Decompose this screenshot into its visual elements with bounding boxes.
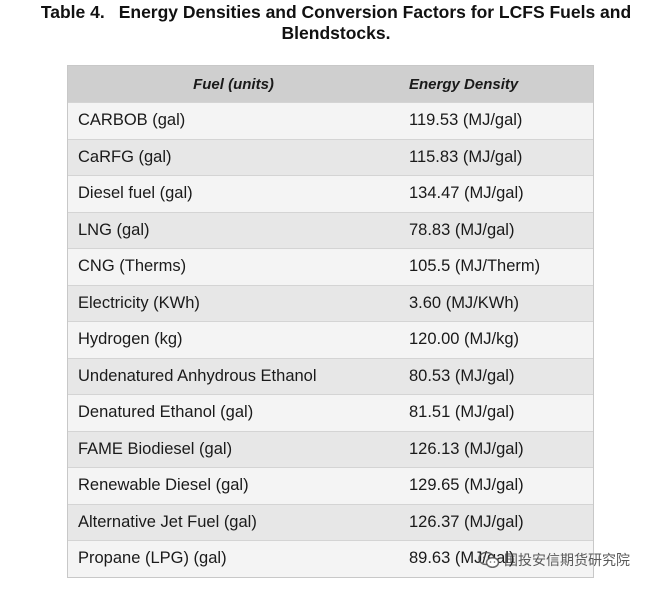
energy-density-cell: 105.5 (MJ/Therm) [409,257,541,276]
table-row: Hydrogen (kg) 120.00 (MJ/kg) [68,321,593,358]
energy-density-cell: 119.53 (MJ/gal) [409,111,523,130]
table-row: Denatured Ethanol (gal) 81.51 (MJ/gal) [68,394,593,431]
header-fuel-units: Fuel (units) [193,75,274,93]
caption-number: Table 4. [40,2,105,22]
table-row: Electricity (KWh) 3.60 (MJ/KWh) [68,284,593,321]
energy-density-cell: 80.53 (MJ/gal) [409,366,515,385]
fuel-cell: Undenatured Anhydrous Ethanol [78,366,317,385]
table-row: CARBOB (gal) 119.53 (MJ/gal) [68,102,593,139]
caption-title-line-2: Blendstocks. [281,23,391,43]
energy-density-cell: 126.37 (MJ/gal) [409,512,524,531]
energy-density-cell: 134.47 (MJ/gal) [409,184,524,203]
energy-density-cell: 78.83 (MJ/gal) [409,220,515,239]
table-header-row: Fuel (units) Energy Density [68,66,593,102]
fuel-cell: Alternative Jet Fuel (gal) [78,512,257,531]
table-row: LNG (gal) 78.83 (MJ/gal) [68,211,593,248]
table-row: Undenatured Anhydrous Ethanol 80.53 (MJ/… [68,357,593,394]
caption-line-1: Table 4. Energy Densities and Conversion … [0,2,672,23]
fuel-cell: LNG (gal) [78,220,150,239]
energy-density-cell: 129.65 (MJ/gal) [409,476,524,495]
energy-density-cell: 115.83 (MJ/gal) [409,147,523,166]
watermark-text: 国投安信期货研究院 [504,552,630,568]
table-row: Renewable Diesel (gal) 129.65 (MJ/gal) [68,467,593,504]
table-row: CNG (Therms) 105.5 (MJ/Therm) [68,248,593,285]
watermark: 国投安信期货研究院 [478,550,630,570]
table-row: CaRFG (gal) 115.83 (MJ/gal) [68,138,593,175]
fuel-cell: FAME Biodiesel (gal) [78,439,233,458]
fuel-cell: CNG (Therms) [78,257,187,276]
energy-density-cell: 120.00 (MJ/kg) [409,330,520,349]
fuel-cell: CaRFG (gal) [78,147,172,166]
table-row: Propane (LPG) (gal) 89.63 (MJ/gal) [68,540,593,577]
fuel-cell: CARBOB (gal) [78,111,186,130]
table-caption: Table 4. Energy Densities and Conversion … [0,2,672,44]
table-row: Diesel fuel (gal) 134.47 (MJ/gal) [68,175,593,212]
fuel-cell: Denatured Ethanol (gal) [78,403,254,422]
fuel-cell: Electricity (KWh) [78,293,200,312]
caption-title-line-1: Energy Densities and Conversion Factors … [118,2,632,22]
wechat-icon [478,551,500,569]
energy-density-table: Fuel (units) Energy Density CARBOB (gal)… [67,65,594,578]
energy-density-cell: 3.60 (MJ/KWh) [409,293,520,312]
energy-density-cell: 81.51 (MJ/gal) [409,403,515,422]
header-energy-density: Energy Density [409,75,519,93]
fuel-cell: Propane (LPG) (gal) [78,549,227,568]
fuel-cell: Diesel fuel (gal) [78,184,193,203]
fuel-cell: Hydrogen (kg) [78,330,183,349]
fuel-cell: Renewable Diesel (gal) [78,476,249,495]
table-row: Alternative Jet Fuel (gal) 126.37 (MJ/ga… [68,503,593,540]
table-row: FAME Biodiesel (gal) 126.13 (MJ/gal) [68,430,593,467]
energy-density-cell: 126.13 (MJ/gal) [409,439,524,458]
